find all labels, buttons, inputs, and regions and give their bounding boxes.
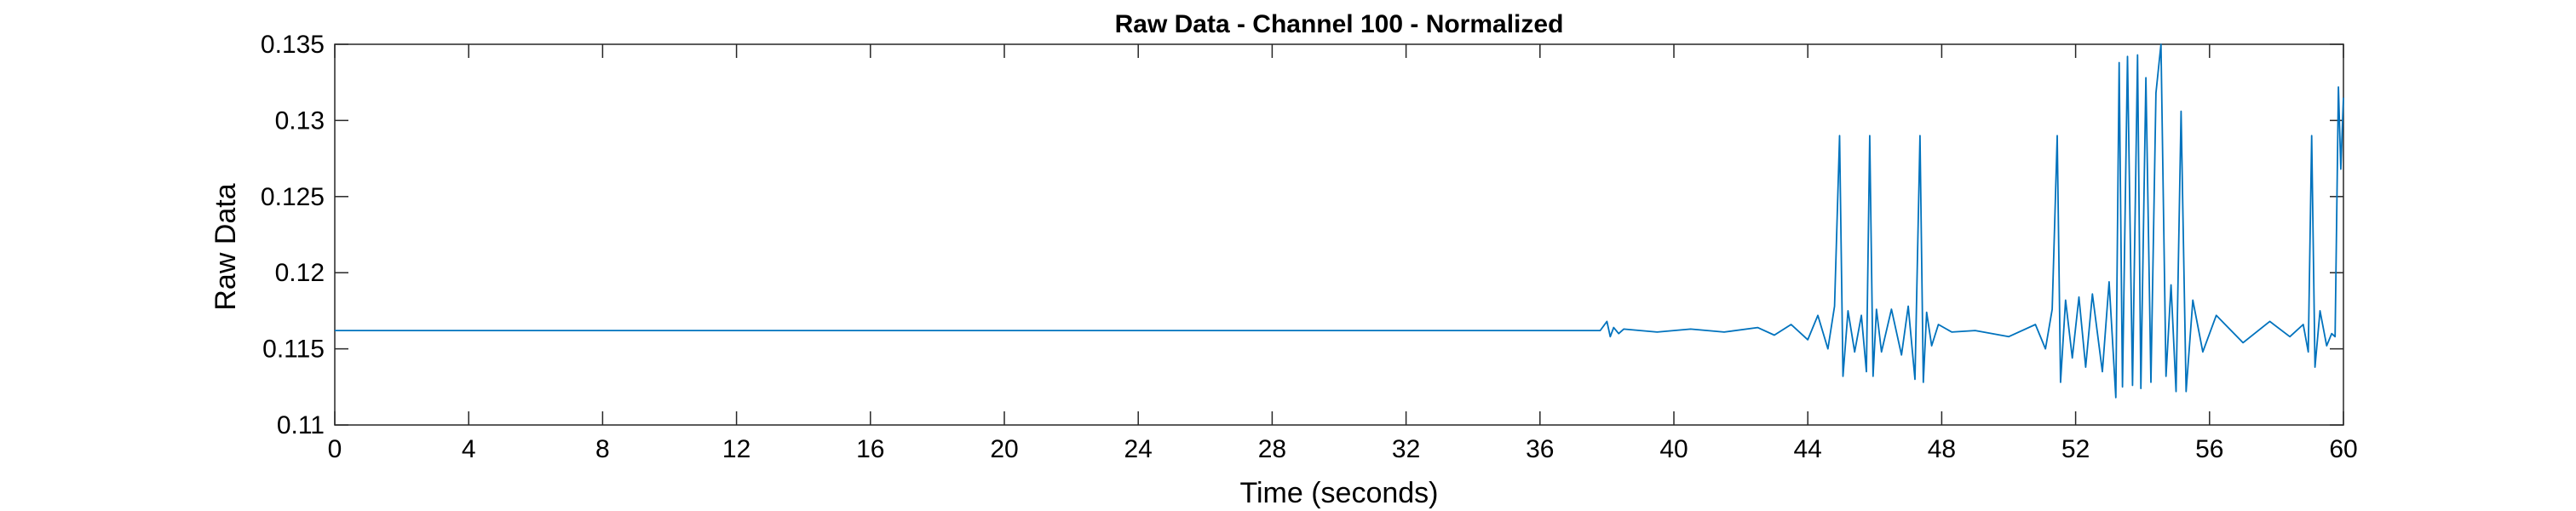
x-tick-label: 48 (1928, 435, 1956, 463)
y-tick-label: 0.125 (261, 183, 325, 211)
x-tick-label: 12 (722, 435, 750, 463)
plot-area: 0 4 8 12 16 20 24 28 32 36 40 44 48 52 56 600.110.1150.… (261, 31, 2358, 463)
data-series-line (335, 43, 2344, 399)
y-tick-label: 0.11 (277, 411, 325, 439)
x-tick-label: 32 (1392, 435, 1420, 463)
x-tick-label: 36 (1526, 435, 1554, 463)
y-tick-label: 0.135 (261, 31, 325, 59)
x-tick-label: 40 (1659, 435, 1688, 463)
y-tick-label: 0.12 (275, 259, 325, 287)
x-tick-label: 16 (856, 435, 884, 463)
y-axis-label: Raw Data (210, 183, 242, 310)
axes-box (334, 43, 2344, 426)
x-axis-label: Time (seconds) (1239, 477, 1438, 509)
x-tick-label: 0 (328, 435, 342, 463)
chart-title: Raw Data - Channel 100 - Normalized (1115, 10, 1564, 38)
x-tick-label: 56 (2195, 435, 2223, 463)
x-tick-label: 28 (1258, 435, 1286, 463)
y-tick-label: 0.13 (275, 106, 325, 135)
x-tick-label: 8 (595, 435, 610, 463)
x-tick-label: 20 (990, 435, 1018, 463)
x-tick-label: 24 (1124, 435, 1153, 463)
y-tick-label: 0.115 (262, 336, 325, 364)
x-tick-label: 60 (2329, 435, 2357, 463)
x-tick-label: 52 (2061, 435, 2090, 463)
x-tick-label: 4 (462, 435, 476, 463)
x-tick-label: 44 (1794, 435, 1822, 463)
